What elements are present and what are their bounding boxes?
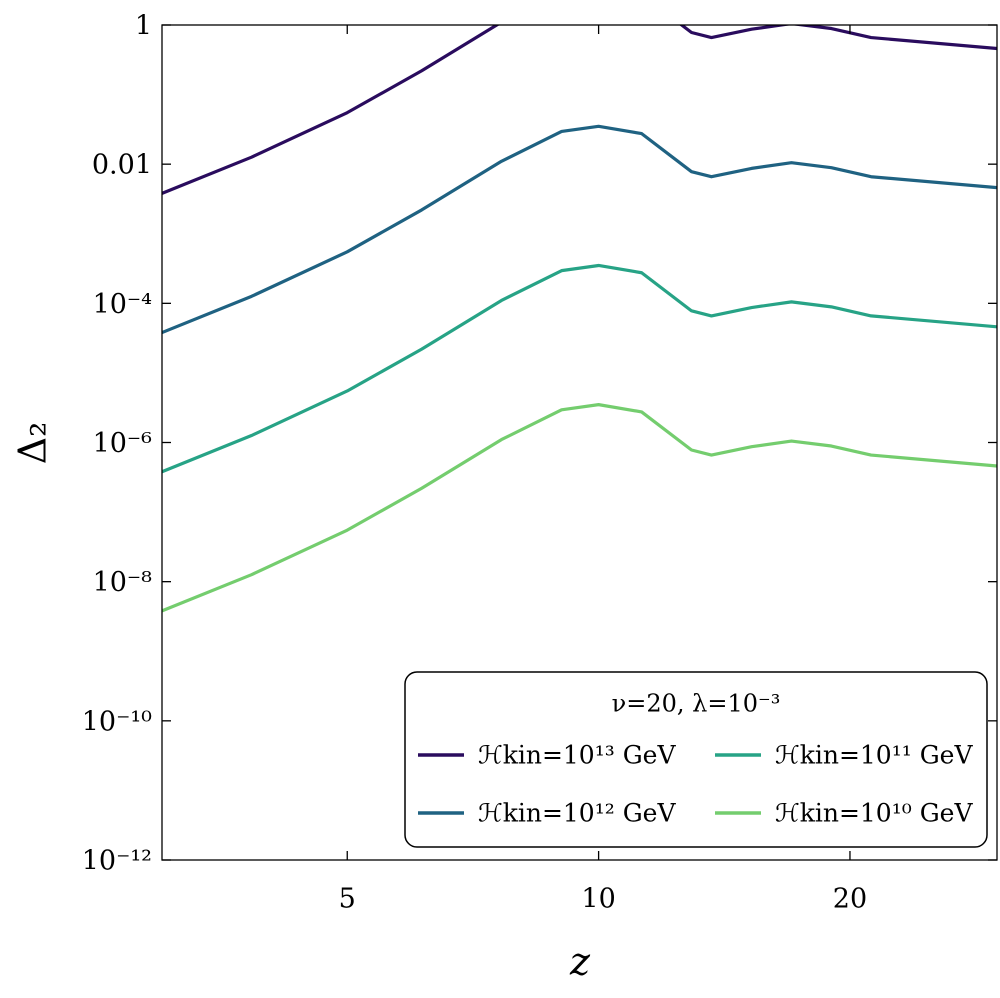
legend-label: ℋkin=10¹¹ GeV <box>775 741 973 770</box>
legend-title: ν=20, λ=10⁻³ <box>612 690 781 718</box>
legend-box <box>404 671 988 848</box>
y-tick-label: 10⁻¹⁰ <box>82 706 152 737</box>
y-tick-label: 1 <box>135 11 152 42</box>
x-axis-label: z <box>569 940 591 984</box>
y-axis-label: Δ₂ <box>11 422 55 465</box>
y-tick-label: 10⁻⁴ <box>93 289 152 320</box>
x-tick-label: 5 <box>339 884 356 915</box>
legend: ν=20, λ=10⁻³ ℋkin=10¹³ GeV ℋkin=10¹² GeV ℋk… <box>404 671 988 848</box>
plot-lines <box>162 25 997 613</box>
x-tick-label: 10 <box>581 884 615 915</box>
line <box>162 403 997 613</box>
y-tick-label: 10⁻⁸ <box>93 567 153 598</box>
legend-label: ℋkin=10¹² GeV <box>478 799 676 828</box>
y-tick-label: 0.01 <box>92 150 152 181</box>
legend-label: ℋkin=10¹⁰ GeV <box>775 799 973 828</box>
line <box>162 263 997 474</box>
line <box>162 25 997 195</box>
legend-label: ℋkin=10¹³ GeV <box>478 741 676 770</box>
y-tick-label: 10⁻¹² <box>82 846 152 877</box>
line <box>162 124 997 335</box>
y-tick-label: 10⁻⁶ <box>93 428 153 459</box>
x-tick-label: 20 <box>833 884 867 915</box>
